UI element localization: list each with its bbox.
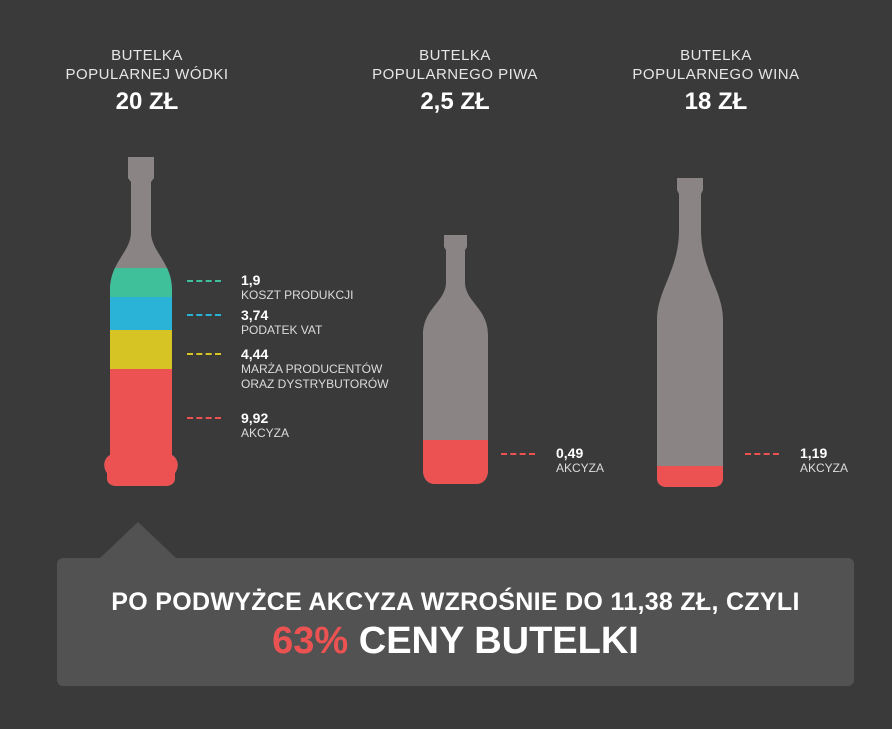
legend-margin-value: 4,44 — [241, 346, 269, 362]
beer-segment-excise — [423, 440, 488, 484]
vodka-title-line1: BUTELKA — [111, 47, 183, 64]
banner-pointer — [100, 522, 176, 558]
beer-title: BUTELKA POPULARNEGO PIWA — [325, 46, 585, 84]
legend-production-value: 1,9 — [241, 272, 261, 288]
wine-segment-excise — [657, 466, 723, 487]
wine-title: BUTELKA POPULARNEGO WINA — [586, 46, 846, 84]
legend-excise: 9,92 AKCYZA — [241, 410, 289, 441]
vodka-segment-margin — [104, 330, 178, 369]
beer-bottle — [423, 235, 488, 484]
wine-legend-dash — [745, 453, 779, 455]
banner-text-rest: CENY BUTELKI — [358, 620, 639, 662]
beer-legend-dash — [501, 453, 535, 455]
wine-title-line2: POPULARNEGO WINA — [632, 66, 800, 83]
vodka-segment-production — [104, 268, 178, 297]
wine-title-line1: BUTELKA — [680, 47, 752, 64]
legend-production-label: KOSZT PRODUKCJI — [241, 288, 354, 302]
legend-margin-label-line1: MARŻA PRODUCENTÓW — [241, 362, 383, 376]
vodka-segment-excise — [104, 369, 178, 486]
wine-bottle — [657, 178, 723, 487]
vodka-price: 20 ZŁ — [115, 88, 179, 115]
wine-legend: 1,19 AKCYZA — [800, 445, 848, 476]
legend-dash-production — [187, 280, 221, 282]
banner-highlight-percent: 63% — [272, 620, 349, 662]
legend-dash-excise — [187, 417, 221, 419]
vodka-bottle — [104, 157, 178, 486]
wine-excise-value: 1,19 — [800, 445, 828, 461]
legend-dash-vat — [187, 314, 221, 316]
legend-excise-value: 9,92 — [241, 410, 269, 426]
beer-price: 2,5 ZŁ — [420, 88, 490, 115]
legend-vat-value: 3,74 — [241, 307, 269, 323]
legend-dash-margin — [187, 353, 221, 355]
summary-banner — [57, 558, 854, 686]
legend-production: 1,9 KOSZT PRODUKCJI — [241, 272, 353, 303]
beer-excise-label: AKCYZA — [556, 461, 605, 475]
vodka-segment-vat — [104, 297, 178, 330]
legend-vat: 3,74 PODATEK VAT — [241, 307, 322, 338]
vodka-title: BUTELKA POPULARNEJ WÓDKI — [17, 46, 277, 84]
legend-vat-label: PODATEK VAT — [241, 323, 323, 337]
wine-excise-label: AKCYZA — [800, 461, 849, 475]
vodka-title-line2: POPULARNEJ WÓDKI — [65, 66, 229, 83]
beer-title-line2: POPULARNEGO PIWA — [372, 66, 538, 83]
legend-margin-label-line2: ORAZ DYSTRYBUTORÓW — [241, 377, 389, 391]
beer-legend: 0,49 AKCYZA — [556, 445, 604, 476]
wine-price: 18 ZŁ — [684, 88, 748, 115]
legend-margin: 4,44 MARŻA PRODUCENTÓW ORAZ DYSTRYBUTORÓ… — [241, 346, 389, 392]
legend-excise-label: AKCYZA — [241, 426, 290, 440]
banner-text-line2: 63% CENY BUTELKI — [57, 620, 854, 663]
beer-excise-value: 0,49 — [556, 445, 584, 461]
banner-text-line1: PO PODWYŻCE AKCYZA WZROŚNIE DO 11,38 ZŁ,… — [111, 588, 800, 616]
beer-title-line1: BUTELKA — [419, 47, 491, 64]
